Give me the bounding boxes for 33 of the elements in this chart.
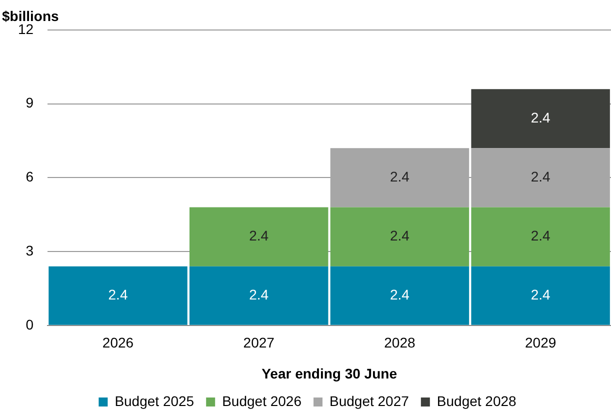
bar xyxy=(330,207,470,266)
x-tick-label: 2029 xyxy=(524,334,556,351)
bar xyxy=(330,148,470,208)
data-label: 2.4 xyxy=(249,286,269,302)
bar xyxy=(330,266,470,325)
legend-label: Budget 2027 xyxy=(330,392,410,409)
data-label: 2.4 xyxy=(390,168,410,185)
data-label: 2.4 xyxy=(530,168,551,185)
bar xyxy=(471,89,610,148)
data-label: 2.4 xyxy=(530,228,551,244)
legend-label: Budget 2025 xyxy=(114,392,194,409)
bar xyxy=(471,148,610,208)
data-label: 2.4 xyxy=(249,228,269,244)
bar xyxy=(471,207,610,266)
x-tick-label: 2028 xyxy=(384,334,416,351)
y-tick-label: 3 xyxy=(26,242,34,258)
bar xyxy=(189,266,328,325)
data-label: 2.4 xyxy=(530,286,551,302)
data-label: 2.4 xyxy=(390,228,410,244)
legend-label: Budget 2026 xyxy=(222,392,302,409)
bar xyxy=(189,207,328,266)
y-tick-label: 9 xyxy=(26,94,34,111)
y-tick-label: 0 xyxy=(26,316,34,332)
data-label: 2.4 xyxy=(390,286,410,302)
bar xyxy=(471,266,610,325)
x-tick-label: 2027 xyxy=(243,334,275,351)
x-tick-label: 2026 xyxy=(102,334,134,351)
bar xyxy=(48,266,188,325)
legend-label: Budget 2028 xyxy=(436,392,517,409)
data-label: 2.4 xyxy=(530,109,551,126)
x-axis-title: Year ending 30 June xyxy=(262,365,398,382)
data-label: 2.4 xyxy=(108,286,128,302)
y-tick-label: 6 xyxy=(26,168,34,185)
